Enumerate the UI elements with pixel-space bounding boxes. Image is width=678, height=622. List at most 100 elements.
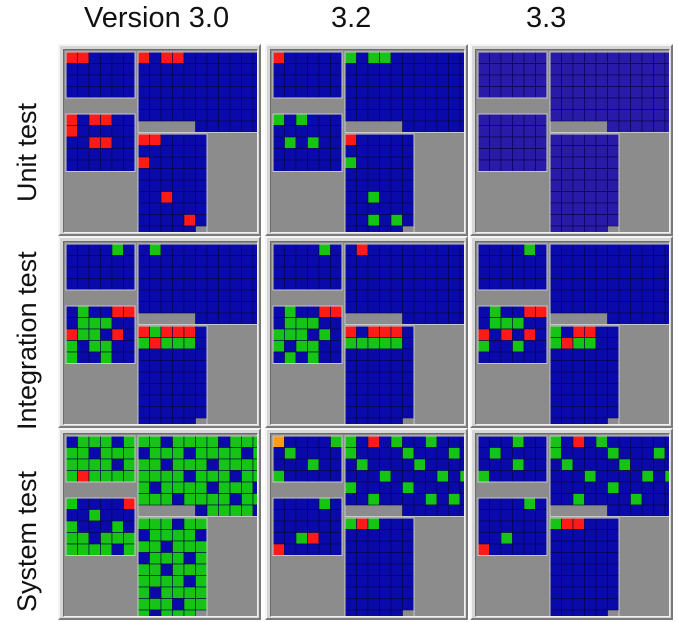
coverage-cell <box>425 266 438 279</box>
coverage-cell <box>356 86 369 99</box>
coverage-cell <box>653 493 666 506</box>
coverage-cell <box>390 266 403 279</box>
coverage-cell <box>195 575 208 588</box>
coverage-cell <box>183 202 196 215</box>
coverage-cell <box>561 86 574 99</box>
coverage-cell <box>523 63 536 76</box>
coverage-cell <box>618 312 631 325</box>
coverage-cell <box>160 145 173 158</box>
coverage-cell <box>65 447 78 460</box>
coverage-cell <box>195 371 208 384</box>
coverage-cell <box>402 493 415 506</box>
coverage-cell <box>459 86 464 99</box>
coverage-cell <box>584 609 597 616</box>
coverage-cell <box>500 340 513 353</box>
coverage-cell <box>123 340 136 353</box>
coverage-cell <box>413 435 426 448</box>
coverage-cell <box>607 179 620 192</box>
coverage-cell <box>561 458 574 471</box>
coverage-cell <box>607 51 620 64</box>
coverage-cell <box>549 563 562 576</box>
coverage-cell <box>436 470 449 483</box>
coverage-cell <box>535 86 548 99</box>
coverage-cell <box>88 63 101 76</box>
coverage-cell <box>664 470 669 483</box>
coverage-cell <box>149 406 162 419</box>
coverage-cell <box>195 97 208 110</box>
coverage-cell <box>595 540 608 553</box>
coverage-cell <box>272 317 285 330</box>
treemap-svg <box>477 243 669 424</box>
coverage-cell <box>284 255 297 268</box>
coverage-cell <box>195 406 208 419</box>
coverage-cell <box>77 305 90 318</box>
coverage-cell <box>137 609 150 616</box>
coverage-cell <box>356 109 369 122</box>
coverage-cell <box>535 470 548 483</box>
coverage-cell <box>390 394 403 407</box>
coverage-cell <box>284 51 297 64</box>
coverage-cell <box>367 301 380 314</box>
coverage-cell <box>241 120 254 133</box>
coverage-cell <box>630 266 643 279</box>
coverage-cell <box>459 51 464 64</box>
coverage-cell <box>218 243 231 256</box>
coverage-cell <box>344 394 357 407</box>
coverage-cell <box>595 481 608 494</box>
coverage-cell <box>535 497 548 510</box>
coverage-cell <box>595 301 608 314</box>
coverage-cell <box>549 243 562 256</box>
coverage-cell <box>607 481 620 494</box>
coverage-cell <box>137 481 150 494</box>
coverage-cell <box>356 301 369 314</box>
coverage-cell <box>195 517 208 530</box>
coverage-cell <box>500 125 513 138</box>
coverage-cell <box>379 586 392 599</box>
coverage-cell <box>641 278 654 291</box>
coverage-cell <box>318 51 331 64</box>
coverage-cell <box>195 481 208 494</box>
coverage-cell <box>607 278 620 291</box>
coverage-cell <box>65 125 78 138</box>
coverage-cell <box>390 337 403 350</box>
coverage-cell <box>330 63 343 76</box>
coverage-cell <box>295 305 308 318</box>
coverage-cell <box>295 351 308 364</box>
coverage-cell <box>512 51 525 64</box>
coverage-cell <box>111 435 124 448</box>
coverage-cell <box>572 266 585 279</box>
coverage-cell <box>356 202 369 215</box>
coverage-cell <box>344 145 357 158</box>
coverage-cell <box>584 86 597 99</box>
coverage-cell <box>402 325 415 338</box>
coverage-cell <box>379 97 392 110</box>
coverage-cell <box>436 63 449 76</box>
coverage-cell <box>172 191 185 204</box>
coverage-cell <box>88 509 101 522</box>
coverage-cell <box>344 74 357 87</box>
coverage-cell <box>111 520 124 533</box>
coverage-cell <box>195 337 208 350</box>
coverage-cell <box>512 113 525 126</box>
coverage-cell <box>535 520 548 533</box>
coverage-cell <box>561 417 574 424</box>
coverage-cell <box>607 63 620 76</box>
coverage-cell <box>183 586 196 599</box>
coverage-cell <box>149 289 162 302</box>
coverage-cell <box>195 586 208 599</box>
coverage-cell <box>206 97 219 110</box>
coverage-cell <box>512 266 525 279</box>
coverage-cell <box>595 191 608 204</box>
coverage-cell <box>367 406 380 419</box>
coverage-cell <box>195 266 208 279</box>
coverage-cell <box>618 97 631 110</box>
coverage-cell <box>390 417 403 424</box>
coverage-cell <box>149 417 162 424</box>
coverage-cell <box>183 278 196 291</box>
coverage-cell <box>459 493 464 506</box>
coverage-cell <box>367 435 380 448</box>
coverage-cell <box>390 255 403 268</box>
coverage-cell <box>549 529 562 542</box>
coverage-cell <box>344 133 357 146</box>
treemap-block <box>65 497 136 556</box>
